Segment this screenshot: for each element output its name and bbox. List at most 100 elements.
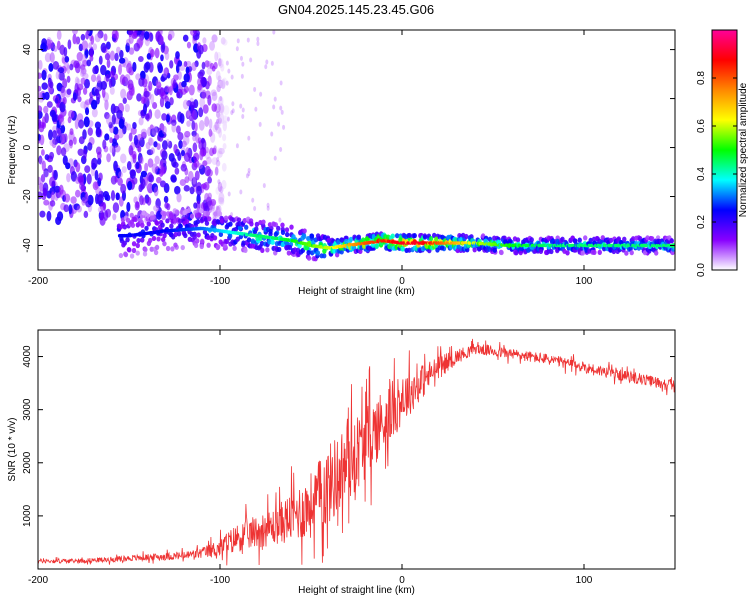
noise-blob xyxy=(47,39,54,49)
noise-blob xyxy=(247,171,251,177)
ridge-blob xyxy=(199,238,205,244)
ridge-blob xyxy=(243,247,248,253)
noise-blob xyxy=(95,187,102,196)
noise-blob xyxy=(125,38,131,46)
noise-blob xyxy=(230,74,234,80)
noise-blob xyxy=(280,109,284,115)
x-tick-label: -200 xyxy=(28,575,48,586)
noise-blob xyxy=(171,119,177,127)
noise-blob xyxy=(100,80,108,90)
noise-blob xyxy=(42,188,47,197)
x-tick-label: 100 xyxy=(576,575,593,586)
noise-blob xyxy=(209,41,216,51)
noise-blob xyxy=(279,105,283,111)
ridge-blob xyxy=(628,246,633,252)
ridge-blob xyxy=(144,225,149,231)
noise-blob xyxy=(43,105,49,114)
noise-blob xyxy=(194,122,198,132)
ridge-blob xyxy=(254,221,260,227)
ridge-blob xyxy=(140,237,145,243)
ridge-blob xyxy=(160,222,165,228)
ridge-blob xyxy=(207,216,212,222)
noise-blob xyxy=(168,152,175,162)
ridge-blob xyxy=(235,236,240,242)
noise-blob xyxy=(219,186,224,194)
noise-blob xyxy=(144,61,151,70)
noise-blob xyxy=(138,36,144,46)
noise-blob xyxy=(84,193,89,202)
ridge-blob xyxy=(322,253,327,259)
ridge-blob xyxy=(217,211,223,217)
noise-blob xyxy=(159,96,165,108)
ridge-blob xyxy=(149,215,155,221)
noise-blob xyxy=(144,162,149,173)
noise-blob xyxy=(58,71,65,81)
noise-blob xyxy=(41,149,45,156)
ridge-blob xyxy=(583,235,588,241)
noise-blob xyxy=(134,201,140,211)
noise-blob xyxy=(156,81,162,89)
colorbar-tick-label: 0.0 xyxy=(696,263,707,277)
noise-blob xyxy=(70,196,77,204)
noise-blob xyxy=(239,103,243,109)
noise-blob xyxy=(217,179,221,185)
noise-blob xyxy=(63,193,71,203)
noise-blob xyxy=(118,57,126,64)
noise-blob xyxy=(198,107,204,118)
noise-blob xyxy=(53,169,58,181)
noise-blob xyxy=(226,116,230,122)
ridge-blob xyxy=(177,218,183,224)
ridge-blob xyxy=(616,236,622,242)
noise-blob xyxy=(161,113,167,121)
ridge-blob xyxy=(195,218,201,225)
noise-blob xyxy=(82,72,89,80)
ridge-blob xyxy=(669,238,674,244)
ridge-blob xyxy=(306,255,312,261)
y-tick-label: -40 xyxy=(22,238,33,253)
noise-blob xyxy=(223,115,230,124)
x-tick-label: 0 xyxy=(399,575,405,586)
noise-blob xyxy=(191,130,197,137)
ridge-blob xyxy=(170,246,175,252)
noise-blob xyxy=(177,60,183,67)
noise-blob xyxy=(38,59,43,70)
noise-blob xyxy=(117,128,124,139)
noise-blob xyxy=(121,166,127,173)
noise-blob xyxy=(126,123,132,131)
noise-blob xyxy=(95,146,102,155)
noise-blob xyxy=(148,137,154,146)
ridge-blob xyxy=(135,242,140,249)
noise-blob xyxy=(99,215,106,226)
y-axis-label: Frequency (Hz) xyxy=(7,116,18,185)
noise-blob xyxy=(175,51,180,60)
noise-blob xyxy=(211,65,216,72)
noise-blob xyxy=(120,88,127,99)
noise-blob xyxy=(202,104,209,114)
noise-blob xyxy=(104,133,110,141)
noise-blob xyxy=(222,115,228,126)
noise-blob xyxy=(202,37,207,45)
noise-blob xyxy=(50,191,55,203)
noise-blob xyxy=(46,101,53,108)
noise-blob xyxy=(38,191,43,200)
noise-blob xyxy=(105,73,110,82)
noise-blob xyxy=(49,200,56,207)
noise-blob xyxy=(47,164,53,173)
noise-blob xyxy=(194,170,200,181)
noise-blob xyxy=(169,60,174,69)
noise-blob xyxy=(225,60,229,66)
ridge-blob xyxy=(204,220,210,226)
y-tick-label: -20 xyxy=(22,189,33,204)
y-tick-label: 1000 xyxy=(22,504,33,527)
noise-blob xyxy=(175,125,181,134)
noise-blob xyxy=(151,163,159,174)
noise-blob xyxy=(104,111,110,120)
noise-blob xyxy=(128,132,133,142)
noise-blob xyxy=(49,176,56,188)
ridge-blob xyxy=(344,238,349,245)
noise-blob xyxy=(38,92,42,99)
noise-blob xyxy=(86,173,92,185)
noise-blob xyxy=(222,39,228,46)
ridge-blob xyxy=(212,235,218,241)
noise-blob xyxy=(87,142,93,151)
